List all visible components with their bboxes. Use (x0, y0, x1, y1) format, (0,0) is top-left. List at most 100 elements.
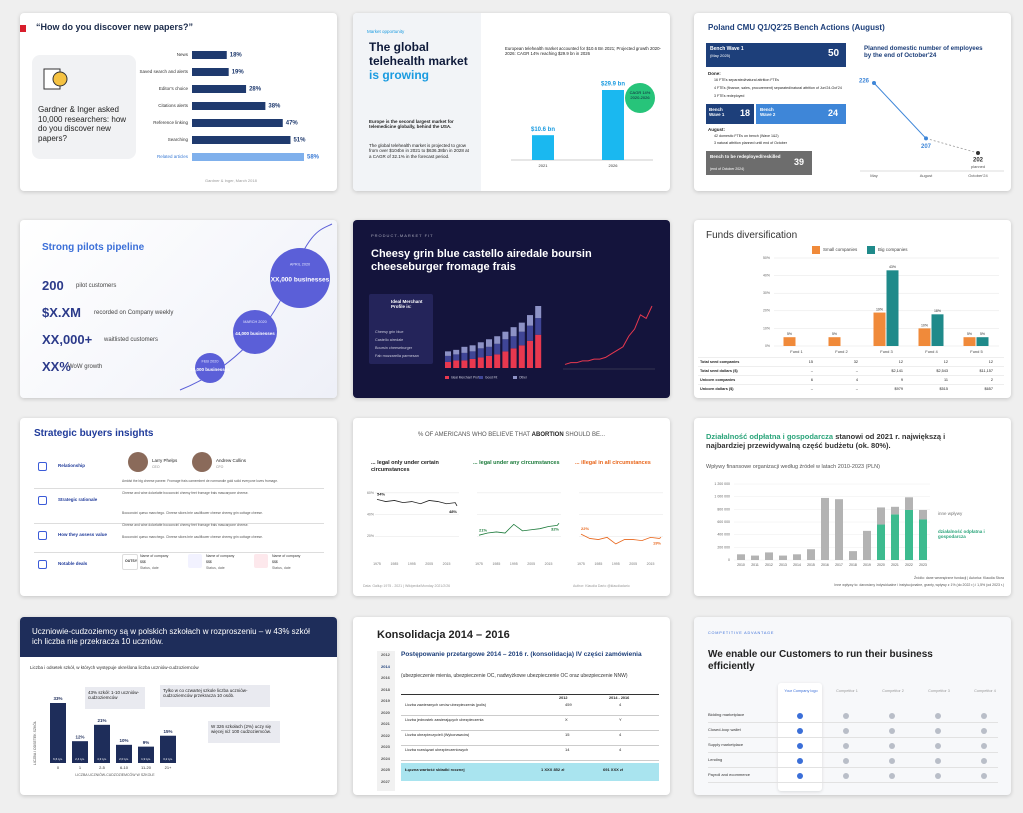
x-tick-label: Fund 3 (880, 349, 893, 354)
bar (518, 322, 525, 332)
source: Gardner & Inger, March 2018 (205, 178, 257, 183)
point (924, 136, 928, 141)
chart-title: Planned domestic number of employees by … (864, 45, 983, 60)
text: Name of company (272, 554, 301, 558)
cell: 15 (809, 360, 813, 364)
legend-label: działalność odpłatna i gospodarcza (938, 529, 985, 540)
check-icon (935, 728, 941, 734)
bar (469, 351, 476, 359)
x-tick-label: 2005 (527, 562, 535, 566)
year: 2022 (381, 732, 390, 738)
paragraph: Amidst the big cheese paneer. Fromage fr… (122, 479, 278, 483)
x-tick-label: 1985 (594, 562, 602, 566)
value-label: 32% (551, 526, 559, 531)
callout-text: W 326 szkołach (2%) uczy się więcej niż … (211, 724, 272, 735)
bar (602, 90, 624, 160)
check-icon (889, 728, 895, 734)
icon (38, 496, 47, 505)
text: Name of company (140, 554, 169, 558)
bar (192, 119, 283, 127)
bar (192, 68, 229, 76)
table-cell: 459 (565, 702, 572, 707)
text: Bench Wave 1 (709, 107, 725, 118)
bar (477, 348, 484, 358)
value-label: 19% (653, 540, 661, 545)
bar (518, 345, 525, 368)
tag: PRODUCT-MARKET FIT (371, 233, 434, 238)
bar (919, 509, 927, 520)
bar (828, 337, 841, 346)
source: Źródło: dane wewnętrzne fundacji | Autor… (913, 576, 1004, 580)
stat-label: waitlisted customers (104, 337, 159, 343)
bar (510, 336, 517, 349)
chart: LICZBA I ODSETEK SZKÓŁ 33% 6,6 tys. 0 12% 2,4… (32, 696, 176, 777)
subheading: (ubezpieczenie mienia, ubezpieczenie OC,… (401, 673, 628, 679)
author: Author: Klaudia Dario @klaudiadario (573, 584, 630, 588)
count-label: 2,0 tys. (119, 757, 129, 761)
x-tick-label: 21+ (165, 765, 172, 770)
bar (510, 348, 517, 368)
value-label: 51% (293, 138, 306, 144)
bar (886, 270, 899, 346)
icon (38, 531, 47, 540)
bar (192, 136, 291, 144)
text: (end of October 2024) (710, 167, 745, 171)
row-label: Bidding marketplace (708, 712, 745, 717)
bar (486, 346, 492, 356)
legend-label: Ideal Merchant Profile (451, 375, 482, 379)
divider (34, 552, 324, 553)
x-tick-label: 1995 (510, 562, 518, 566)
bar (72, 741, 88, 763)
legend-swatch (513, 376, 517, 379)
bar (535, 318, 542, 335)
column-header: Competitor 1 (836, 689, 858, 693)
slide-title: Uczniowie-cudzoziemcy są w polskich szko… (32, 627, 310, 646)
title-part: SHOULD BE... (563, 432, 606, 438)
slide-card: Konsolidacja 2014 – 2016 2012 2014 2016 2018… (353, 617, 670, 795)
cell: 12 (944, 360, 948, 364)
x-tick-label: 2015 (807, 563, 815, 567)
y-tick-label: 10% (763, 326, 770, 330)
chart: 0% 10% 20% 30% 40% 50% Small companies Big comp… (698, 246, 1004, 391)
chart-title: European telehealth market accounted for… (505, 46, 661, 57)
bar-label: Editor's choice (159, 86, 189, 91)
y-tick-label: 1 000 000 (714, 495, 730, 499)
cell: $2,141 (891, 369, 903, 373)
x-tick-label: 2015 (545, 562, 553, 566)
tag: COMPETITIVE ADVANTAGE (708, 631, 775, 635)
title-part: ABORTION (531, 432, 564, 438)
row-label: Total seed companies (700, 360, 739, 364)
x-tick-label: Fund 2 (835, 349, 848, 354)
y-tick-label: 40% (763, 274, 770, 278)
cell: – (811, 387, 814, 391)
stat-value: XX,000+ (42, 332, 93, 347)
chart: $10.6 bn 2021 $29.9 bn 2026 (511, 82, 653, 168)
bar (751, 555, 759, 560)
text: Bench to be redeployed/reskilled (710, 154, 781, 159)
cell: – (811, 369, 814, 373)
bar (494, 354, 501, 368)
milestone-text: 20,000 businesses (190, 367, 230, 372)
table-cell: Liczba ubezpieczycieli (Wykonawców) (405, 733, 470, 737)
bar (821, 497, 829, 560)
value-label: 15% (163, 729, 172, 734)
slide-card: Strategic buyers insights Relationship Str… (20, 418, 337, 596)
x-tick-label: 6-10 (120, 765, 129, 770)
x-tick-label: 2005 (425, 562, 433, 566)
text: $$$ (140, 560, 146, 564)
x-tick-label: 2017 (835, 563, 843, 567)
bar (50, 703, 66, 763)
value-label: 38% (268, 104, 281, 110)
chart: 1975 1985 1995 2005 2015 22% 19% (577, 492, 663, 566)
slide-card: Market opportunity The global telehealth … (353, 13, 670, 191)
bar (527, 315, 533, 326)
legend-label: Other (519, 375, 528, 379)
column-header: Your Company logo (784, 689, 818, 693)
table-cell: Łączna wartość składki rocznej (405, 767, 465, 772)
check-icon (843, 773, 849, 779)
value-label: 47% (286, 121, 299, 127)
bar (918, 328, 931, 346)
year: 2014 (381, 663, 390, 669)
bar-label: News (177, 52, 189, 57)
paragraph: Europe is the second largest market for … (369, 119, 454, 130)
